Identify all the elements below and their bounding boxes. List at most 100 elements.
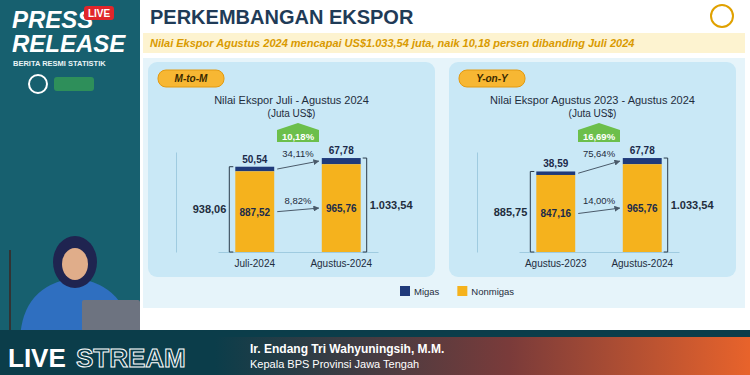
bar-segment xyxy=(322,164,361,252)
chart-panel: M-to-M Nilai Ekspor Juli - Agustus 2024 (J… xyxy=(148,62,435,277)
chart-title: Nilai Ekspor Juli - Agustus 2024 xyxy=(214,94,369,106)
period-tab xyxy=(158,70,224,87)
logo-ring xyxy=(29,75,47,93)
x-axis-line xyxy=(219,252,379,253)
total-change-box xyxy=(578,123,620,142)
change-label: 14,00% xyxy=(583,195,616,206)
bars xyxy=(536,158,661,252)
presenter xyxy=(10,236,140,340)
y-axis xyxy=(176,153,177,253)
x-tick: Juli-2024 xyxy=(234,252,275,269)
total-change-box xyxy=(277,123,319,142)
chart-box xyxy=(449,62,736,277)
presenter-hijab xyxy=(53,236,97,288)
total-label: 938,06 xyxy=(193,203,227,215)
total-bracket xyxy=(664,158,668,252)
x-axis: Juli-2024 Agustus-2024 xyxy=(219,252,379,269)
footer-name-band xyxy=(215,337,750,375)
data-label: 67,78 xyxy=(329,145,354,156)
data-label: 887,52 xyxy=(239,207,270,218)
press-title: RELEASE xyxy=(12,30,126,57)
x-tick: Agustus-2024 xyxy=(310,252,372,269)
total-bracket xyxy=(229,167,233,252)
data-label: 38,59 xyxy=(543,158,568,169)
total-label: 1.033,54 xyxy=(370,199,414,211)
chart-panel: Y-on-Y Nilai Ekspor Agustus 2023 - Agustu… xyxy=(449,62,736,277)
headline-band xyxy=(143,33,745,53)
microphone xyxy=(9,250,11,330)
chart-subtitle: (Juta US$) xyxy=(569,108,617,119)
live-badge-text: LIVE xyxy=(88,8,111,19)
tagline: BERITA RESMI STATISTIK xyxy=(13,59,106,68)
x-tick-label: Agustus-2023 xyxy=(525,258,587,269)
presenter-role: Kepala BPS Provinsi Jawa Tengah xyxy=(250,358,419,370)
total-bracket xyxy=(530,171,534,252)
change-arrow xyxy=(277,161,319,169)
change-label: 8,82% xyxy=(285,195,312,206)
plot-area xyxy=(536,158,661,252)
x-axis: Agustus-2023 Agustus-2024 xyxy=(520,252,680,269)
period-label: Y-on-Y xyxy=(476,73,509,84)
footer-band xyxy=(0,330,750,375)
live-badge xyxy=(84,6,114,20)
bars xyxy=(235,158,360,252)
change-label: 75,64% xyxy=(583,148,616,159)
period-tab xyxy=(459,70,525,87)
data-label: 965,76 xyxy=(326,203,357,214)
headline: Nilai Ekspor Agustus 2024 mencapai US$1.… xyxy=(150,37,634,49)
data-label: 50,54 xyxy=(242,154,267,165)
laptop xyxy=(82,300,140,332)
total-change-label: 10,18% xyxy=(282,131,315,142)
total-label: 885,75 xyxy=(494,206,528,218)
change-arrow xyxy=(277,208,319,212)
legend-label: Migas xyxy=(414,286,440,297)
x-tick-label: Agustus-2024 xyxy=(611,258,673,269)
total-label: 1.033,54 xyxy=(671,199,715,211)
press-title: PRESS xyxy=(12,6,93,33)
change-arrow xyxy=(578,161,620,173)
legend-label: Nonmigas xyxy=(471,286,514,297)
bar-segment xyxy=(235,167,274,172)
chart-subtitle: (Juta US$) xyxy=(268,108,316,119)
plot-area xyxy=(235,158,360,252)
presenter-face xyxy=(62,248,88,280)
bar-segment xyxy=(235,171,274,252)
x-tick: Agustus-2024 xyxy=(611,252,673,269)
x-tick-label: Juli-2024 xyxy=(234,258,275,269)
background xyxy=(0,0,750,375)
slide-body xyxy=(143,58,745,308)
bar-segment xyxy=(623,164,662,252)
period-label: M-to-M xyxy=(175,73,208,84)
logo-badge xyxy=(54,77,94,91)
canvas: PRESSRELEASE LIVE BERITA RESMI STATISTIK PE… xyxy=(0,0,750,375)
anniversary-logo xyxy=(711,5,733,27)
chart-box xyxy=(148,62,435,277)
presenter-name: Ir. Endang Tri Wahyuningsih, M.M. xyxy=(250,342,444,356)
x-tick-label: Agustus-2024 xyxy=(310,258,372,269)
stream-live: LIVE xyxy=(8,343,66,373)
slide-panel xyxy=(140,0,750,330)
data-label: 965,76 xyxy=(627,203,658,214)
bar-segment xyxy=(623,158,662,164)
change-label: 34,11% xyxy=(282,148,314,159)
y-axis-line xyxy=(477,153,478,253)
total-change-label: 16,69% xyxy=(583,131,616,142)
bar-segment xyxy=(536,171,575,175)
total-bracket xyxy=(363,158,367,252)
x-axis-line xyxy=(520,252,680,253)
page: PRESSRELEASE LIVE BERITA RESMI STATISTIK PE… xyxy=(0,0,750,375)
y-axis xyxy=(477,153,478,253)
heading: PERKEMBANGAN EKSPOR xyxy=(150,6,414,28)
legend-swatch xyxy=(457,286,467,296)
change-arrow xyxy=(578,208,620,213)
bar-segment xyxy=(536,175,575,252)
bar-segment xyxy=(322,158,361,164)
x-tick: Agustus-2023 xyxy=(525,252,587,269)
chart-title: Nilai Ekspor Agustus 2023 - Agustus 2024 xyxy=(490,94,695,106)
legend-swatch xyxy=(400,286,410,296)
data-label: 847,16 xyxy=(540,208,571,219)
y-axis-line xyxy=(176,153,177,253)
stream-word: STREAM xyxy=(76,343,186,373)
legend: Migas Nonmigas xyxy=(400,286,514,297)
data-label: 67,78 xyxy=(630,145,655,156)
